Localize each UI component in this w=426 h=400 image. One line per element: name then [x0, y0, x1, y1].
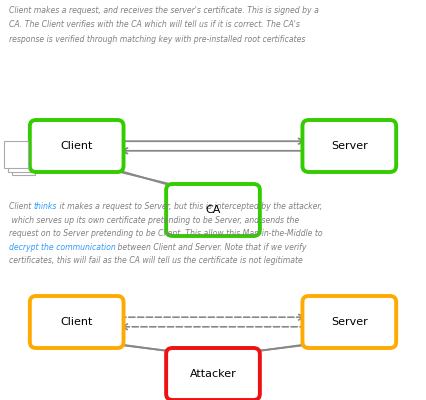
- Text: Client: Client: [60, 317, 93, 327]
- Text: Client: Client: [9, 202, 33, 211]
- Text: Client: Client: [60, 141, 93, 151]
- Text: decrypt the communication: decrypt the communication: [9, 243, 115, 252]
- Text: Client makes a request, and receives the server's certificate. This is signed by: Client makes a request, and receives the…: [9, 6, 318, 15]
- Text: Server: Server: [331, 317, 368, 327]
- FancyBboxPatch shape: [166, 348, 260, 400]
- FancyBboxPatch shape: [166, 184, 260, 236]
- FancyBboxPatch shape: [302, 296, 396, 348]
- FancyBboxPatch shape: [30, 120, 124, 172]
- Text: CA: CA: [205, 205, 221, 215]
- Text: which serves up its own certificate pretending to be Server, and sends the: which serves up its own certificate pret…: [9, 216, 299, 225]
- Text: thinks: thinks: [33, 202, 57, 211]
- Text: certificates, this will fail as the CA will tell us the certificate is not legit: certificates, this will fail as the CA w…: [9, 256, 302, 266]
- Text: between Client and Server. Note that if we verify: between Client and Server. Note that if …: [115, 243, 307, 252]
- FancyBboxPatch shape: [8, 144, 32, 172]
- Text: Attacker: Attacker: [190, 369, 236, 379]
- Text: Server: Server: [331, 141, 368, 151]
- Text: it makes a request to Server, but this is intercepted by the attacker,: it makes a request to Server, but this i…: [57, 202, 322, 211]
- FancyBboxPatch shape: [4, 141, 28, 168]
- FancyBboxPatch shape: [12, 148, 35, 175]
- Text: response is verified through matching key with pre-installed root certificates: response is verified through matching ke…: [9, 35, 305, 44]
- Text: request on to Server pretending to be Client. This allow this Man-in-the-Middle : request on to Server pretending to be Cl…: [9, 229, 322, 238]
- Text: CA. The Client verifies with the CA which will tell us if it is correct. The CA': CA. The Client verifies with the CA whic…: [9, 20, 299, 30]
- FancyBboxPatch shape: [302, 120, 396, 172]
- FancyBboxPatch shape: [30, 296, 124, 348]
